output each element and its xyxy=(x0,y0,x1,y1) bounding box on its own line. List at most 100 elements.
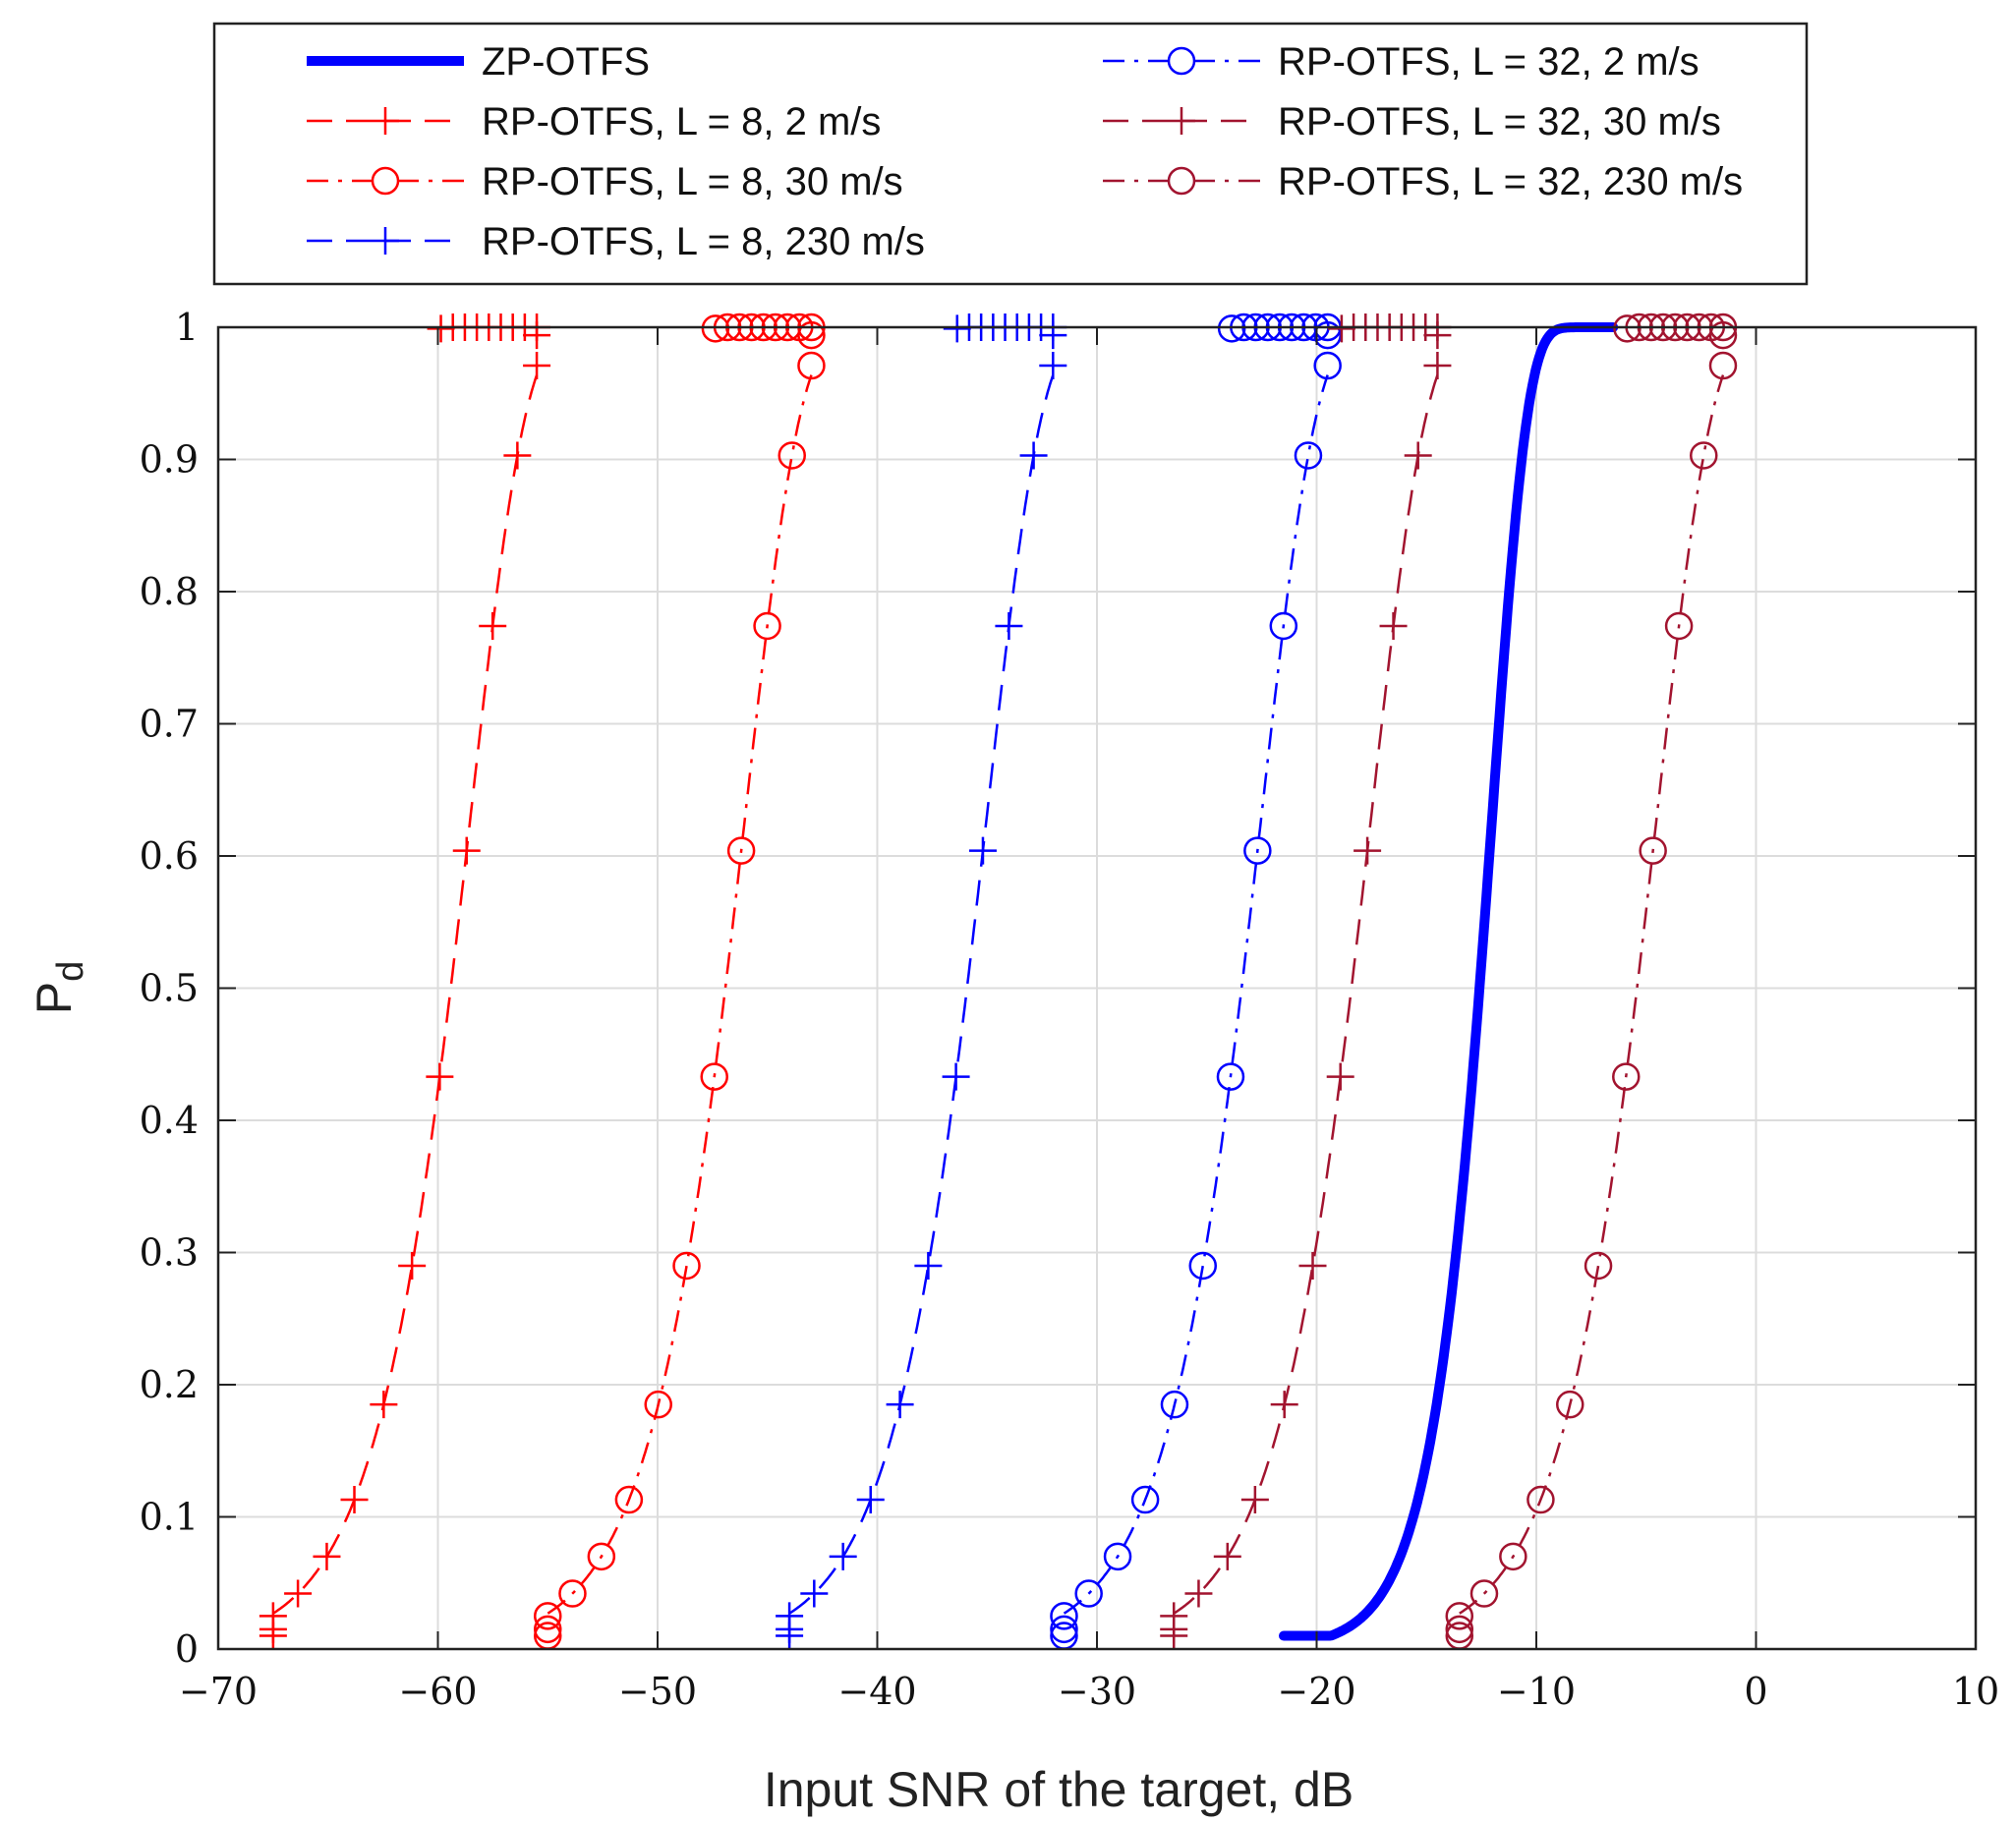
data-point xyxy=(427,314,455,343)
y-tick-label: 0.2 xyxy=(140,1363,199,1406)
data-point xyxy=(313,1542,341,1570)
y-tick-label: 0.6 xyxy=(140,834,199,878)
x-tick-label: 0 xyxy=(1744,1670,1767,1713)
y-tick-label: 0.4 xyxy=(140,1099,199,1142)
series-2 xyxy=(259,313,551,1650)
data-point xyxy=(1294,441,1323,470)
data-point xyxy=(1240,1486,1269,1514)
y-tick-label: 0.7 xyxy=(140,703,199,746)
data-point xyxy=(398,1251,427,1280)
data-point xyxy=(426,1062,454,1091)
legend-entry-4: RP-OTFS, L = 8, 230 m/s xyxy=(307,220,925,263)
x-axis-label: Input SNR of the target, dB xyxy=(764,1762,1354,1817)
data-point xyxy=(1217,314,1246,343)
data-point xyxy=(1499,1542,1527,1571)
data-point xyxy=(1103,1542,1132,1571)
legend-marker xyxy=(1167,46,1196,76)
x-tick-labels: −70 −60 −50 −40 −30 −20 −10 0 10 xyxy=(179,1670,1999,1713)
data-point xyxy=(942,1062,970,1091)
y-tick-label: 0.1 xyxy=(140,1496,199,1539)
data-point xyxy=(1639,836,1667,865)
data-point xyxy=(1130,1485,1160,1514)
series-1 xyxy=(1279,322,1619,1641)
legend-label: RP-OTFS, L = 32, 30 m/s xyxy=(1278,100,1721,143)
legend-marker xyxy=(372,227,399,255)
legend-entries: ZP-OTFS RP-OTFS, L = 8, 2 m/s RP-OTFS, L =… xyxy=(307,40,1743,263)
legend-entry-3: RP-OTFS, L = 8, 30 m/s xyxy=(307,160,903,203)
data-point xyxy=(1160,1390,1189,1419)
data-point xyxy=(1526,1485,1555,1514)
data-point xyxy=(1326,1062,1354,1091)
x-tick-label: −20 xyxy=(1277,1670,1355,1713)
data-point xyxy=(1445,1602,1474,1630)
data-point xyxy=(1216,1062,1245,1091)
y-tick-label: 0.5 xyxy=(140,967,199,1010)
data-point xyxy=(943,314,971,343)
data-point xyxy=(614,1485,644,1514)
series-line xyxy=(547,374,813,1615)
data-point xyxy=(1019,441,1048,470)
data-point xyxy=(1327,314,1355,343)
data-point xyxy=(1039,352,1067,380)
x-tick-label: 10 xyxy=(1952,1670,1999,1713)
y-axis-label: Pd xyxy=(27,961,91,1015)
data-point xyxy=(452,836,481,865)
legend-marker xyxy=(1167,166,1196,196)
data-point xyxy=(1613,314,1642,343)
legend-entry-2: RP-OTFS, L = 8, 2 m/s xyxy=(307,100,881,143)
legend-entry-7: RP-OTFS, L = 32, 230 m/s xyxy=(1103,160,1743,203)
data-point xyxy=(587,1542,616,1571)
data-point xyxy=(340,1486,369,1514)
data-point xyxy=(701,314,730,343)
legend-label: RP-OTFS, L = 8, 2 m/s xyxy=(482,100,881,143)
x-tick-label: −60 xyxy=(398,1670,477,1713)
data-point xyxy=(503,441,532,470)
data-point xyxy=(1269,611,1298,641)
data-point xyxy=(1664,611,1694,641)
tick-marks xyxy=(217,326,1977,1650)
legend-box xyxy=(212,22,1809,286)
series-line xyxy=(1459,374,1725,1615)
data-point xyxy=(1423,352,1452,380)
data-point xyxy=(829,1542,857,1570)
legend-marker xyxy=(372,107,399,135)
legend: ZP-OTFS RP-OTFS, L = 8, 2 m/s RP-OTFS, L =… xyxy=(212,22,1809,286)
series-line xyxy=(1063,374,1329,1615)
y-tick-label: 1 xyxy=(175,306,199,349)
y-axis-label-sub: d xyxy=(50,961,91,982)
data-point xyxy=(284,1579,313,1608)
x-tick-label: −70 xyxy=(179,1670,258,1713)
series-line xyxy=(1279,322,1619,1641)
data-point xyxy=(995,611,1023,640)
data-point xyxy=(1445,1615,1474,1644)
data-point xyxy=(753,611,781,641)
legend-marker xyxy=(1168,107,1195,135)
data-point xyxy=(1354,836,1382,865)
data-point xyxy=(1213,1542,1241,1570)
data-point xyxy=(1690,441,1718,470)
data-point xyxy=(800,1579,829,1608)
data-point xyxy=(886,1391,914,1419)
data-point xyxy=(644,1390,672,1419)
data-point xyxy=(479,611,507,640)
legend-entry-5: RP-OTFS, L = 32, 2 m/s xyxy=(1103,40,1699,84)
data-point xyxy=(1074,1579,1103,1608)
data-point xyxy=(1188,1251,1218,1281)
data-point xyxy=(1160,1602,1188,1630)
data-point xyxy=(778,441,806,470)
y-tick-label: 0.9 xyxy=(140,438,199,482)
data-point xyxy=(1050,1602,1078,1630)
legend-label: ZP-OTFS xyxy=(482,40,650,84)
data-point xyxy=(700,1062,728,1091)
legend-label: RP-OTFS, L = 8, 230 m/s xyxy=(482,220,925,263)
legend-label: RP-OTFS, L = 8, 30 m/s xyxy=(482,160,903,203)
y-tick-label: 0.8 xyxy=(140,570,199,613)
data-point xyxy=(726,836,756,865)
data-point xyxy=(1379,611,1408,640)
data-point xyxy=(1050,1615,1078,1644)
data-point xyxy=(370,1391,398,1419)
data-point xyxy=(776,1602,804,1630)
data-point xyxy=(1556,1390,1584,1419)
data-point xyxy=(1612,1062,1641,1091)
data-point xyxy=(259,1602,287,1630)
